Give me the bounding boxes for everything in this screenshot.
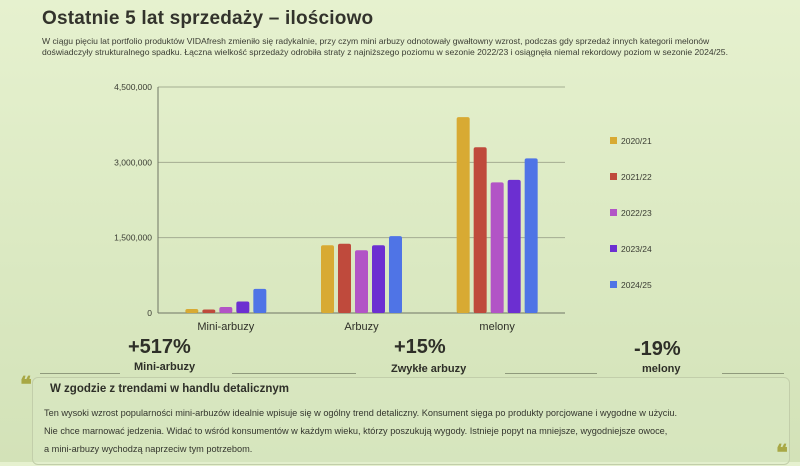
legend-label: 2023/24 bbox=[621, 244, 652, 254]
legend-swatch bbox=[610, 281, 617, 288]
y-tick-label: 4,500,000 bbox=[114, 82, 152, 92]
x-tick-label: Mini-arbuzy bbox=[197, 321, 254, 333]
stat-divider bbox=[505, 373, 597, 374]
close-quote-icon: ❝ bbox=[776, 440, 788, 466]
bar-chart: 0 1,500,000 3,000,000 4,500,000 Mini-arbuzy A… bbox=[114, 82, 652, 333]
x-tick-label: melony bbox=[479, 321, 515, 333]
legend-swatch bbox=[610, 137, 617, 144]
intro-paragraph: W ciągu pięciu lat portfolio produktów V… bbox=[42, 36, 728, 57]
stat-divider bbox=[40, 373, 120, 374]
y-tick-label: 1,500,000 bbox=[114, 233, 152, 243]
bar bbox=[372, 245, 385, 313]
x-tick-label: Arbuzy bbox=[344, 321, 379, 333]
bar bbox=[321, 245, 334, 313]
callout-line: a mini-arbuzy wychodzą naprzeciw tym pot… bbox=[44, 444, 253, 454]
legend-label: 2020/21 bbox=[621, 136, 652, 146]
legend-label: 2024/25 bbox=[621, 280, 652, 290]
bar bbox=[490, 182, 504, 313]
callout-line: Nie chce marnować jedzenia. Widać to wśr… bbox=[44, 426, 668, 436]
callout-line: Ten wysoki wzrost popularności mini-arbu… bbox=[44, 408, 678, 418]
slide-title: Ostatnie 5 lat sprzedaży – ilościowo bbox=[42, 8, 374, 29]
y-tick-label: 3,000,000 bbox=[114, 157, 152, 167]
bar bbox=[253, 288, 267, 313]
stat-arbuzy-value: +15% bbox=[394, 336, 446, 358]
callout-title: W zgodzie z trendami w handlu detaliczny… bbox=[50, 383, 289, 395]
legend-swatch bbox=[610, 245, 617, 252]
stat-melony-value: -19% bbox=[634, 338, 681, 360]
bar bbox=[456, 117, 470, 313]
stat-mini-arbuzy-value: +517% bbox=[128, 336, 191, 358]
open-quote-icon: ❝ bbox=[20, 372, 32, 398]
bar bbox=[338, 243, 351, 313]
legend-label: 2022/23 bbox=[621, 208, 652, 218]
stat-mini-arbuzy-label: Mini-arbuzy bbox=[134, 361, 196, 373]
y-tick-label: 0 bbox=[147, 308, 152, 318]
legend-label: 2021/22 bbox=[621, 172, 652, 182]
bar bbox=[473, 147, 487, 313]
stat-divider bbox=[232, 373, 356, 374]
stat-arbuzy-label: Zwykłe arbuzy bbox=[391, 363, 467, 375]
callout-body: Ten wysoki wzrost popularności mini-arbu… bbox=[44, 404, 764, 458]
bar bbox=[389, 236, 402, 313]
bar bbox=[236, 301, 250, 313]
bar bbox=[355, 250, 368, 313]
bar bbox=[185, 308, 199, 313]
bar bbox=[507, 179, 521, 313]
legend-swatch bbox=[610, 209, 617, 216]
legend-swatch bbox=[610, 173, 617, 180]
bar bbox=[219, 306, 233, 313]
bar bbox=[202, 309, 216, 313]
stat-divider bbox=[722, 373, 784, 374]
stat-melony-label: melony bbox=[642, 363, 681, 375]
bar bbox=[524, 158, 538, 313]
